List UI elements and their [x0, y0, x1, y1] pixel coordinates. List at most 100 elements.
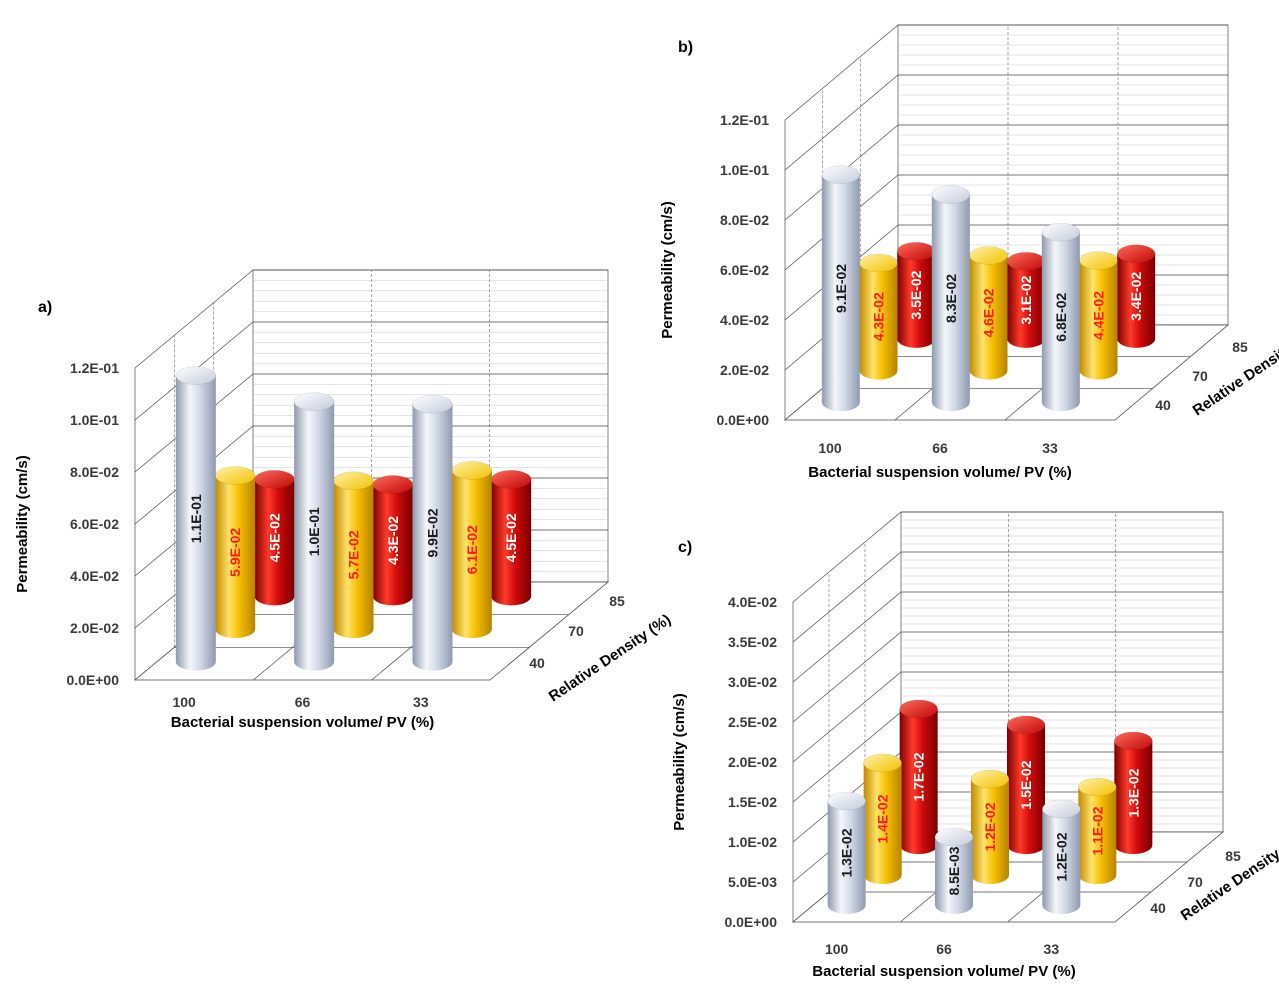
y-tick-label: 3.5E-02 [728, 634, 777, 650]
column-40-66: 1.0E-01 [293, 392, 335, 671]
y-tick-label: 1.0E-02 [728, 834, 777, 850]
column-top [821, 165, 861, 184]
column-body [372, 484, 413, 606]
x-tick-label: 33 [1042, 440, 1058, 456]
data-label: 1.7E-02 [911, 752, 927, 801]
chart-panel-a: a) 0.0E+00 2.0E-02 4.0E-02 6.0E-02 8.0E-02 1.0… [14, 269, 674, 731]
column-top [1006, 715, 1046, 735]
data-label: 6.1E-02 [464, 525, 480, 574]
gridline-side [792, 591, 902, 683]
column-70-33: 1.1E-02 [1078, 777, 1117, 884]
column-body [1117, 253, 1156, 348]
column-body [1078, 787, 1117, 884]
column-top [451, 461, 493, 480]
column-40-100: 9.1E-02 [821, 165, 861, 412]
column-body [971, 779, 1009, 884]
x-tick-label: 66 [295, 694, 311, 710]
chart-panel-b: b) 0.0E+00 2.0E-02 4.0E-02 6.0E-02 8.0E-02 1.0… [659, 24, 1279, 481]
column-body [1042, 809, 1081, 914]
column-top [490, 470, 532, 489]
y-axis-title: Permeability (cm/s) [14, 455, 31, 593]
column-70-100: 1.4E-02 [863, 753, 902, 884]
data-label: 3.4E-02 [1128, 272, 1144, 321]
column-body [931, 194, 970, 412]
column-body [215, 475, 256, 639]
column-body [827, 801, 866, 914]
column-40-66: 8.5E-03 [934, 827, 974, 914]
data-label: 8.5E-03 [946, 846, 962, 895]
column-85-66: 3.1E-02 [1006, 252, 1046, 348]
gridline-side [792, 711, 902, 803]
column-top [1006, 252, 1046, 271]
column-top [1114, 731, 1153, 751]
y-tick-label: 6.0E-02 [720, 262, 769, 278]
column-40-100: 1.1E-01 [175, 366, 217, 671]
columns: 1.7E-02 1.5E-02 1.3E-02 1.4E-02 1.2E-02 1.1E-… [827, 699, 1153, 914]
column-body [935, 837, 973, 914]
column-body [1079, 260, 1118, 380]
column-body [863, 763, 902, 884]
y-tick-label: 1.0E-01 [720, 162, 769, 178]
column-85-33: 4.5E-02 [490, 470, 532, 606]
column-70-66: 4.6E-02 [969, 246, 1008, 380]
gridline-side [784, 24, 899, 121]
y-axis-title: Permeability (cm/s) [671, 693, 688, 831]
column-70-33: 6.1E-02 [451, 461, 493, 639]
data-label: 1.5E-02 [1018, 760, 1034, 809]
column-85-66: 4.3E-02 [372, 475, 414, 606]
y-tick-label: 4.0E-02 [70, 568, 119, 584]
x-tick-label: 66 [932, 440, 948, 456]
y-tick-label: 0.0E+00 [724, 914, 777, 930]
gridline-side [792, 551, 902, 643]
depth-tick-label: 85 [1232, 339, 1248, 355]
column-body [333, 480, 374, 639]
y-tick-label: 6.0E-02 [70, 516, 119, 532]
x-tick-label: 66 [936, 941, 952, 957]
column-top [214, 466, 256, 485]
column-top [412, 394, 453, 414]
data-label: 4.5E-02 [503, 513, 519, 562]
depth-tick-label: 85 [609, 593, 625, 609]
data-label: 1.3E-02 [1125, 768, 1141, 817]
y-tick-label: 4.0E-02 [720, 312, 769, 328]
column-body [1007, 725, 1045, 854]
data-label: 9.9E-02 [425, 508, 441, 557]
y-tick-label: 1.2E-01 [720, 112, 769, 128]
column-top [293, 392, 335, 411]
column-top [934, 827, 974, 847]
data-label: 1.1E-02 [1089, 806, 1105, 855]
column-40-33: 6.8E-02 [1041, 222, 1081, 412]
column-70-100: 5.9E-02 [214, 466, 256, 639]
y-tick-label: 1.0E-01 [70, 412, 119, 428]
data-label: 1.0E-01 [306, 507, 322, 556]
data-label: 9.1E-02 [833, 264, 849, 313]
column-body [294, 401, 335, 671]
column-40-66: 8.3E-02 [931, 185, 971, 412]
gridline-side [134, 269, 254, 369]
column-body [491, 479, 532, 606]
column-body [1041, 232, 1080, 412]
y-tick-label: 2.0E-02 [728, 754, 777, 770]
column-85-100: 3.5E-02 [896, 242, 936, 348]
x-tick-label: 100 [172, 694, 196, 710]
depth-tick-label: 70 [1192, 368, 1208, 384]
column-top [969, 246, 1008, 265]
data-label: 4.4E-02 [1091, 291, 1107, 340]
depth-tick-label: 85 [1225, 848, 1241, 864]
column-top [254, 470, 295, 489]
x-tick-label: 100 [825, 941, 849, 957]
x-tick-label: 33 [413, 694, 429, 710]
y-tick-label: 2.5E-02 [728, 714, 777, 730]
depth-tick-label: 70 [568, 623, 584, 639]
column-85-100: 4.5E-02 [254, 470, 295, 606]
gridline-side [792, 671, 902, 763]
x-tick-label: 33 [1044, 941, 1060, 957]
y-tick-label: 5.0E-03 [728, 874, 777, 890]
depth-tick-label: 40 [1150, 900, 1166, 916]
chart-panel-c: c) 0.0E+00 5.0E-03 1.0E-02 1.5E-02 2.0E-02 2.5… [671, 511, 1279, 980]
column-body [969, 255, 1008, 380]
column-body [821, 174, 860, 412]
data-label: 3.1E-02 [1018, 275, 1034, 324]
data-label: 1.1E-01 [188, 494, 204, 543]
column-40-33: 9.9E-02 [412, 394, 453, 671]
